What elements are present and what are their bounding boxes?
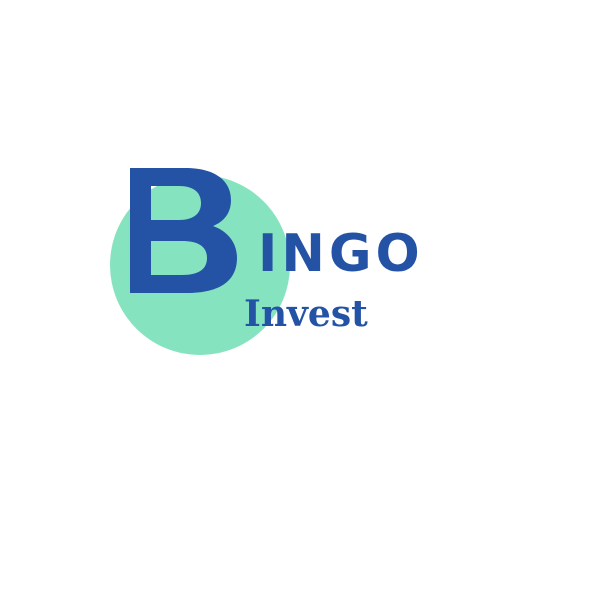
logo-wordmark-ingo: INGO [258,224,424,284]
logo-tagline-invest: Invest [244,293,368,335]
logo-letter-b [130,168,237,293]
